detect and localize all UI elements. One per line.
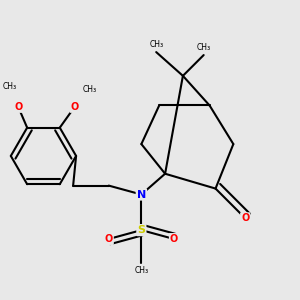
Text: O: O (14, 102, 22, 112)
Text: O: O (105, 234, 113, 244)
Text: S: S (137, 225, 146, 235)
Text: CH₃: CH₃ (196, 43, 211, 52)
Text: CH₃: CH₃ (134, 266, 148, 275)
Text: O: O (241, 213, 249, 223)
Text: CH₃: CH₃ (149, 40, 163, 49)
Text: CH₃: CH₃ (2, 82, 16, 91)
Text: N: N (137, 190, 146, 200)
Text: O: O (170, 234, 178, 244)
Text: CH₃: CH₃ (82, 85, 97, 94)
Text: O: O (70, 102, 79, 112)
